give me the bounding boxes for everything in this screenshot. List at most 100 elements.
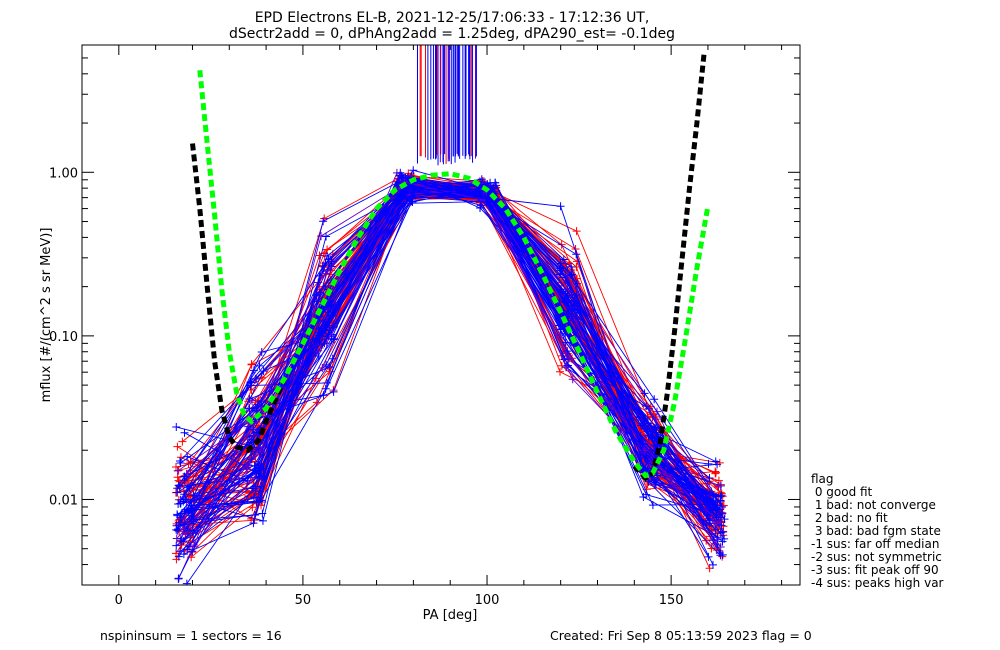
trace-point xyxy=(712,511,721,520)
green-fit-curve xyxy=(197,70,711,479)
trace-point xyxy=(716,529,725,538)
trace-point xyxy=(711,539,720,548)
trace-point xyxy=(187,515,196,524)
trace-point xyxy=(312,290,321,299)
trace-point xyxy=(180,472,189,481)
trace-point xyxy=(328,354,337,363)
trace-point xyxy=(173,526,182,535)
trace-point xyxy=(257,496,266,505)
trace-line xyxy=(180,176,709,543)
legend-entry: -1 sus: far off median xyxy=(811,537,939,551)
trace-point xyxy=(318,262,327,271)
trace-point xyxy=(255,361,264,370)
trace-point xyxy=(249,519,258,528)
trace-point xyxy=(321,269,330,278)
trace-point xyxy=(566,271,575,280)
trace-line xyxy=(188,193,711,569)
trace-point xyxy=(173,442,182,451)
legend-entry: 3 bad: bad fgm state xyxy=(811,524,941,538)
y-tick-label: 0.01 xyxy=(49,493,78,508)
trace-point xyxy=(174,552,183,561)
trace-line xyxy=(188,188,710,514)
footer-left: nspininsum = 1 sectors = 16 xyxy=(100,628,282,643)
trace-point xyxy=(557,240,566,249)
legend-entry: -4 sus: peaks high var xyxy=(811,576,944,590)
legend-entry: 2 bad: no fit xyxy=(811,511,888,525)
trace-point xyxy=(314,328,323,337)
black-fit-left xyxy=(190,143,287,454)
trace-point xyxy=(714,481,723,490)
trace-point xyxy=(647,476,656,485)
trace-point xyxy=(708,560,717,569)
trace-point xyxy=(573,257,582,266)
x-axis-label: PA [deg] xyxy=(423,608,478,623)
trace-point xyxy=(477,175,486,184)
trace-point xyxy=(393,193,402,202)
trace-point xyxy=(650,395,659,404)
trace-point xyxy=(640,389,649,398)
trace-point xyxy=(712,519,721,528)
trace-point xyxy=(396,168,405,177)
trace-point xyxy=(179,525,188,534)
trace-point xyxy=(711,457,720,466)
trace-point xyxy=(650,440,659,449)
trace-point xyxy=(183,545,192,554)
flag-legend: 0 good fit 1 bad: not converge 2 bad: no… xyxy=(811,485,944,590)
trace-point xyxy=(322,232,331,241)
trace-point xyxy=(476,204,485,213)
trace-point xyxy=(258,516,267,525)
trace-point xyxy=(177,537,186,546)
trace-point xyxy=(482,198,491,207)
trace-line xyxy=(177,190,718,506)
trace-point xyxy=(718,537,727,546)
trace-point xyxy=(556,259,565,268)
trace-point xyxy=(251,466,260,475)
trace-point xyxy=(653,431,662,440)
x-tick-label: 100 xyxy=(475,593,500,608)
trace-line xyxy=(182,183,721,530)
trace-point xyxy=(711,469,720,478)
trace-point xyxy=(716,551,725,560)
trace-point xyxy=(556,202,565,211)
trace-point xyxy=(175,457,184,466)
trace-point xyxy=(711,525,720,534)
trace-point xyxy=(255,497,264,506)
trace-point xyxy=(717,491,726,500)
trace-point xyxy=(172,541,181,550)
trace-point xyxy=(718,502,727,511)
fit-curves xyxy=(190,50,711,482)
plot-frame xyxy=(81,44,801,586)
trace-point xyxy=(705,564,714,573)
trace-point xyxy=(330,334,339,343)
trace-point xyxy=(398,174,407,183)
x-axis-ticks: 0 50 100 150 xyxy=(115,45,783,608)
trace-point xyxy=(257,347,266,356)
footer-right: Created: Fri Sep 8 05:13:59 2023 flag = … xyxy=(550,628,812,643)
trace-point xyxy=(703,511,712,520)
trace-point xyxy=(315,251,324,260)
trace-point xyxy=(172,463,181,472)
trace-point xyxy=(329,387,338,396)
trace-point xyxy=(247,455,256,464)
trace-point xyxy=(324,321,333,330)
trace-point xyxy=(319,391,328,400)
trace-point xyxy=(174,500,183,509)
trace-point xyxy=(180,490,189,499)
trace-point xyxy=(250,511,259,520)
trace-point xyxy=(563,347,572,356)
trace-line xyxy=(192,179,712,534)
trace-point xyxy=(563,291,572,300)
trace-point xyxy=(636,450,645,459)
trace-point xyxy=(638,437,647,446)
trace-point xyxy=(319,217,328,226)
trace-point xyxy=(556,367,565,376)
trace-point xyxy=(247,514,256,523)
trace-point xyxy=(172,525,181,534)
trace-point xyxy=(247,378,256,387)
chart-title-line2: dSectr2add = 0, dPhAng2add = 1.25deg, dP… xyxy=(229,26,675,42)
trace-point xyxy=(397,173,406,182)
trace-point xyxy=(180,428,189,437)
trace-point xyxy=(409,166,418,175)
trace-point xyxy=(176,547,185,556)
